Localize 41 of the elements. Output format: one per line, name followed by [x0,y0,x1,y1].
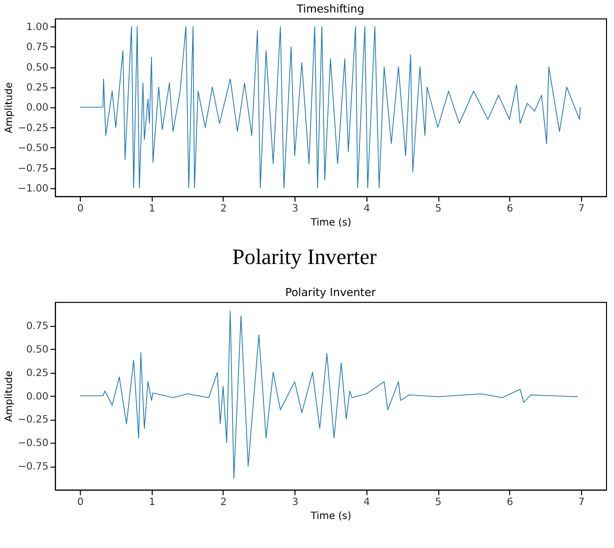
y-tick-label: −1.00 [18,184,48,195]
line-series [80,310,578,479]
y-tick-label: 1.00 [26,22,48,33]
text: Polarity Inverter [232,244,378,269]
chart-title: Timeshifting [296,2,364,16]
x-tick-label: 1 [148,497,156,508]
line-series [80,26,581,188]
x-tick-label: 1 [148,204,156,215]
y-tick-label: 0.00 [26,102,48,114]
x-tick-label: 2 [220,204,227,215]
y-tick-label: 0.50 [26,62,48,74]
y-tick-label: −0.25 [18,122,48,134]
x-tick-label: 5 [435,497,442,508]
x-tick-label: 0 [77,204,84,215]
y-tick-label: −0.25 [18,414,48,426]
y-tick-label: 0.75 [26,42,48,54]
x-axis-title: Time (s) [310,511,352,522]
y-tick-label: −0.50 [18,143,48,154]
x-axis-title: Time (s) [310,218,352,229]
y-tick-label: −0.75 [18,163,48,174]
x-tick-label: 6 [506,204,514,215]
x-tick-label: 6 [506,497,514,508]
x-tick-label: 2 [220,497,227,508]
x-tick-label: 4 [364,204,370,215]
x-tick-label: 4 [364,497,370,508]
x-tick-label: 7 [578,204,585,215]
y-tick-label: 0.25 [26,368,48,379]
x-tick-label: 3 [292,497,298,508]
y-tick-label: 0.25 [26,82,48,94]
y-tick-label: 0.75 [26,320,48,332]
x-tick-label: 3 [292,204,298,215]
y-axis-title: Amplitude [4,82,15,134]
x-tick-label: 5 [435,204,442,215]
y-tick-label: 0.50 [26,344,48,356]
x-tick-label: 7 [578,497,585,508]
y-axis-title: Amplitude [4,370,15,422]
chart-title: Polarity Inventer [285,286,376,299]
y-tick-label: −0.75 [18,462,48,473]
y-tick-label: −0.50 [18,438,48,450]
x-tick-label: 0 [77,497,84,508]
y-tick-label: 0.00 [26,391,48,402]
